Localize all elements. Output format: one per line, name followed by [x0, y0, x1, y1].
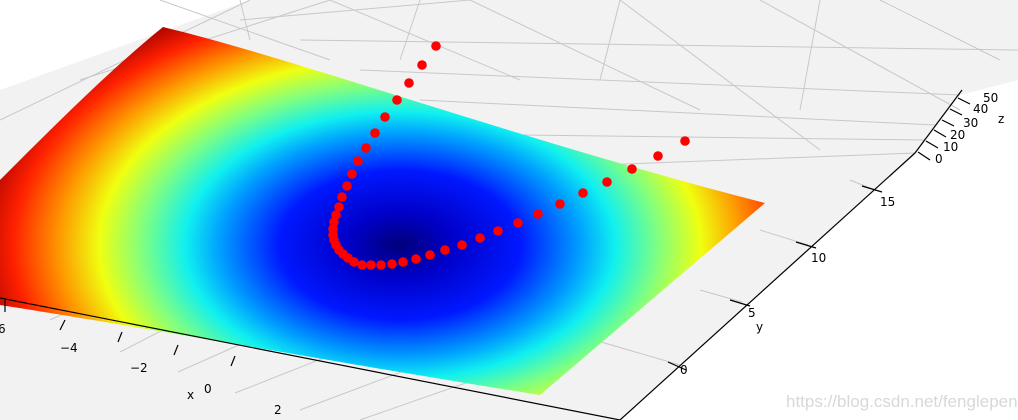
axis-tick: [59, 319, 66, 331]
axis-tick: [173, 344, 179, 356]
y-axis-line: [619, 152, 916, 420]
x-axis-label: x: [187, 388, 194, 402]
gridline: [619, 0, 821, 151]
gridline: [699, 289, 743, 303]
axis-tick: [949, 108, 963, 116]
scatter-point: [627, 164, 637, 174]
y-tick-label: 5: [748, 306, 756, 320]
scatter-point: [342, 181, 352, 191]
x-tick-label: 0: [204, 382, 212, 396]
axis-tick: [230, 355, 236, 367]
gridline: [329, 0, 521, 81]
scatter-point: [493, 226, 503, 236]
gridline: [599, 152, 916, 166]
scatter-point: [680, 136, 690, 146]
z-tick-label: 30: [963, 116, 978, 130]
scatter-point: [475, 233, 485, 243]
axis-tick: [957, 97, 971, 105]
scatter-point: [440, 245, 450, 255]
scatter-point: [513, 218, 523, 228]
scatter-point: [361, 143, 371, 153]
surface: [0, 27, 765, 395]
z-tick-labels: 0 10 20 30 40 50 z: [935, 91, 1004, 166]
gridline: [799, 0, 821, 111]
axis-tick: [117, 331, 123, 343]
scatter-point: [349, 257, 359, 267]
axis-tick: [917, 151, 931, 161]
scatter-point: [653, 151, 663, 161]
y-tick-label: 15: [880, 195, 895, 209]
y-tick-label: 10: [811, 251, 826, 265]
axis-tick: [941, 119, 955, 127]
y-tick-label: 0: [680, 363, 688, 377]
scatter-point: [533, 209, 543, 219]
axis-tick: [729, 299, 751, 307]
gridline: [879, 0, 1001, 61]
gridline: [239, 0, 251, 41]
scatter-point: [353, 156, 363, 166]
scatter-point: [366, 260, 376, 270]
scatter-point: [404, 78, 414, 88]
scatter-point: [602, 177, 612, 187]
scatter-point: [431, 41, 441, 51]
scatter-point: [380, 112, 390, 122]
gridline: [469, 0, 701, 111]
y-tick-labels: 0 5 10 15 y: [680, 195, 895, 377]
scatter-point: [347, 169, 357, 179]
scatter-point: [398, 257, 408, 267]
scatter-point: [370, 128, 380, 138]
scatter-point: [392, 95, 402, 105]
z-tick-label: 10: [943, 140, 958, 154]
x-tick-label: −2: [130, 361, 148, 375]
scatter-point: [411, 254, 421, 264]
axis-tick: [861, 185, 883, 193]
axis-tick: [925, 140, 939, 149]
z-tick-label: 0: [935, 152, 943, 166]
scatter-point: [387, 259, 397, 269]
scatter-series: [328, 41, 690, 270]
x-axis-line: [0, 297, 621, 420]
x-tick-label: 2: [274, 403, 282, 417]
x-tick-label: −4: [60, 341, 78, 355]
scatter-point: [337, 192, 347, 202]
z-tick-label: 20: [950, 128, 965, 142]
scatter-point: [329, 217, 339, 227]
y-axis-label: y: [756, 320, 763, 334]
scatter-point: [357, 260, 367, 270]
gridline: [299, 39, 1018, 51]
gridline: [599, 0, 621, 81]
x-tick-label: 6: [0, 322, 6, 336]
x-tick-labels: 6 −4 −2 0 2 x: [0, 322, 282, 417]
axis-tick: [667, 361, 687, 371]
z-tick-label: 50: [983, 91, 998, 105]
scatter-point: [417, 60, 427, 70]
scatter-point: [334, 202, 344, 212]
gridline: [519, 134, 926, 141]
gridline: [419, 99, 936, 126]
gridline: [159, 0, 331, 61]
axes: [0, 89, 963, 420]
z-axis-label: z: [998, 112, 1004, 126]
z-axis-line: [914, 89, 963, 154]
scatter-point: [457, 240, 467, 250]
gridline: [759, 229, 809, 246]
z-tick-label: 40: [973, 102, 988, 116]
scatter-point: [376, 260, 386, 270]
axis-tick: [795, 241, 817, 249]
gridline: [399, 0, 421, 61]
axis-tick: [933, 129, 947, 138]
gridline: [759, 0, 961, 111]
scatter-point: [425, 250, 435, 260]
scatter-point: [578, 188, 588, 198]
watermark: https://blog.csdn.net/fenglepeng: [786, 392, 1018, 411]
scatter-point: [555, 199, 565, 209]
gridline: [359, 69, 961, 96]
